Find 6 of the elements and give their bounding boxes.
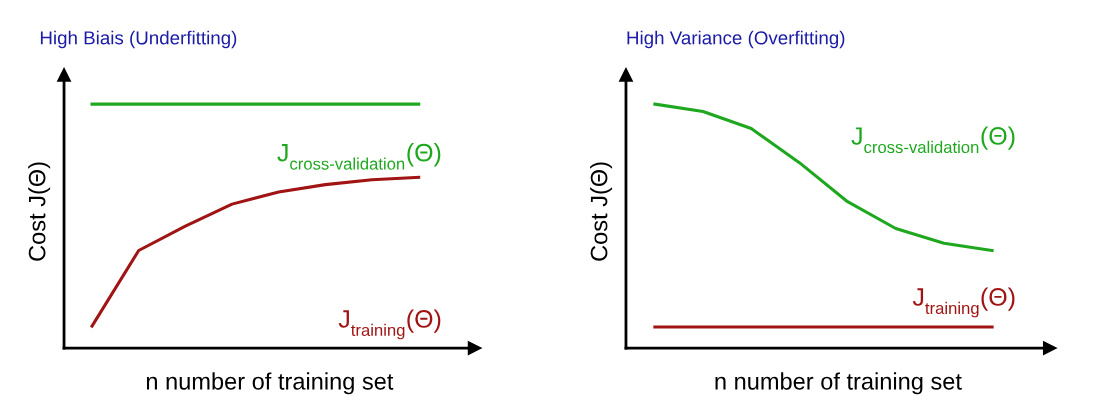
y-axis-title: Cost J(Θ) xyxy=(590,162,613,261)
chart-title: High Biais (Underfitting) xyxy=(40,30,237,49)
chart-title: High Variance (Overfitting) xyxy=(627,30,845,49)
y-axis-title: Cost J(Θ) xyxy=(28,162,51,261)
x-axis-title: n number of training set xyxy=(715,372,962,395)
x-axis-title: n number of training set xyxy=(146,372,394,395)
